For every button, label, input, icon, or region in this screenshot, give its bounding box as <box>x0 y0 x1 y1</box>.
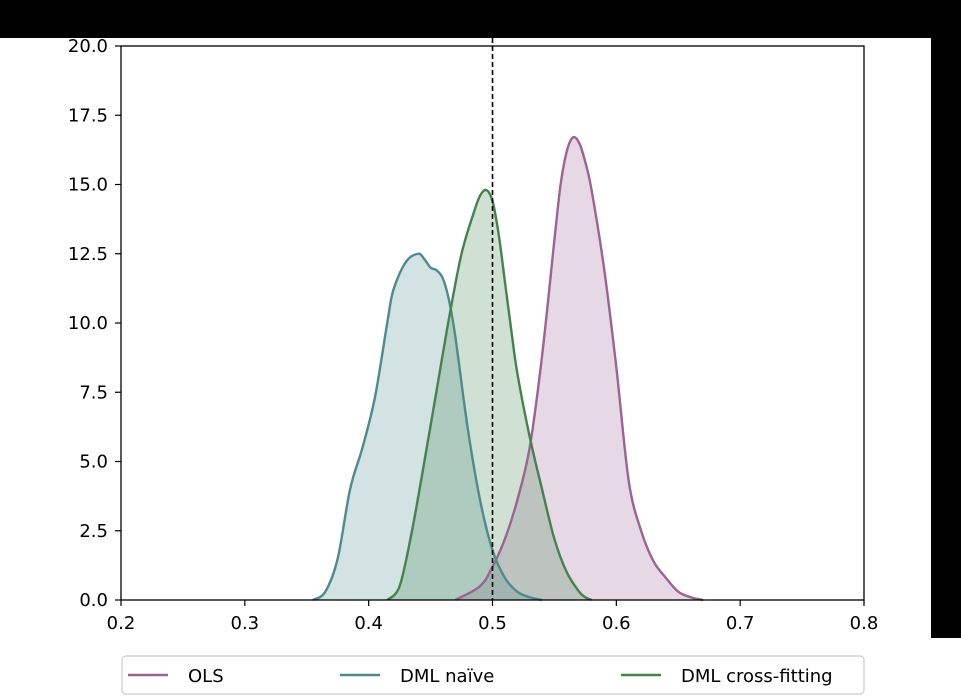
legend-box <box>121 655 865 695</box>
y-axis: 0.0 2.5 5.0 7.5 10.0 12.5 15.0 17.5 20.0 <box>68 36 121 611</box>
legend-label-ols: OLS <box>188 666 224 687</box>
x-tick-label: 0.2 <box>107 613 136 634</box>
x-tick-label: 0.3 <box>231 613 260 634</box>
y-tick-label: 10.0 <box>68 313 108 334</box>
density-line-dml-cross-fitting <box>386 188 593 602</box>
density-line-ols <box>454 135 704 602</box>
density-fill-dml-cross-fitting <box>387 189 592 600</box>
density-fill-ols <box>455 137 704 600</box>
density-lines <box>312 135 704 602</box>
x-tick-label: 0.4 <box>354 613 383 634</box>
y-tick-label: 0.0 <box>79 590 108 611</box>
legend-label-dml-cross-fitting: DML cross-fitting <box>681 666 833 687</box>
legend-label-dml-na-ve: DML naïve <box>400 666 494 687</box>
y-tick-label: 12.5 <box>68 244 108 265</box>
x-tick-label: 0.6 <box>602 613 631 634</box>
x-tick-label: 0.8 <box>850 613 879 634</box>
y-tick-label: 15.0 <box>68 175 108 196</box>
density-fill-dml-na-ve <box>312 253 543 600</box>
legend: OLS DML naïve DML cross-fitting <box>121 655 865 695</box>
y-tick-label: 2.5 <box>79 521 108 542</box>
x-tick-label: 0.5 <box>478 613 507 634</box>
plot-background <box>0 38 931 638</box>
density-fills <box>312 137 704 600</box>
density-line-dml-na-ve <box>312 252 543 602</box>
x-axis: 0.2 0.3 0.4 0.5 0.6 0.7 0.8 <box>107 600 879 634</box>
y-tick-label: 20.0 <box>68 36 108 57</box>
x-tick-label: 0.7 <box>726 613 755 634</box>
y-tick-label: 7.5 <box>79 382 108 403</box>
y-tick-label: 5.0 <box>79 452 108 473</box>
y-tick-label: 17.5 <box>68 105 108 126</box>
